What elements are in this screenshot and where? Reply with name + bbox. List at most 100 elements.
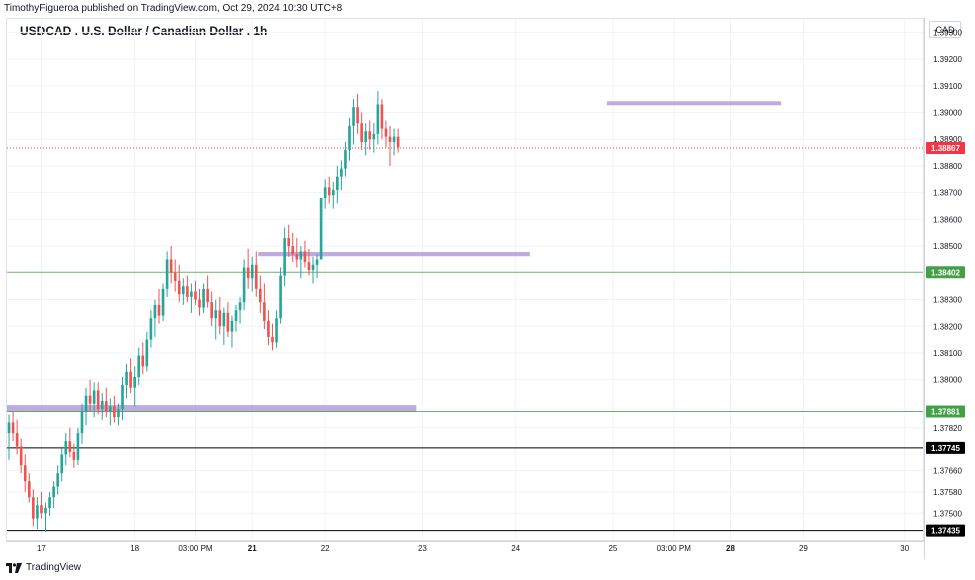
candle-body xyxy=(307,262,311,271)
price-tag xyxy=(926,266,965,279)
candle-body xyxy=(230,320,234,332)
candle-body xyxy=(129,371,132,388)
price-tag-label: 1.37881 xyxy=(931,407,960,416)
candle-body xyxy=(68,441,72,452)
price-tag-label: 1.37435 xyxy=(931,527,960,536)
price-tick-label: 1.38600 xyxy=(933,215,962,224)
candle-body xyxy=(100,401,104,410)
candle-body xyxy=(246,267,250,279)
resistance-zone[interactable] xyxy=(606,101,782,106)
brand-name: TradingView xyxy=(26,562,82,573)
price-tick-label: 1.39300 xyxy=(933,28,962,37)
candle-body xyxy=(56,473,59,487)
candle-body xyxy=(173,272,177,281)
candle-body xyxy=(319,198,323,260)
candle-body xyxy=(234,310,238,321)
candle-body xyxy=(388,136,392,142)
candle-body xyxy=(218,310,222,327)
currency-button[interactable]: CAD xyxy=(929,21,961,38)
candle-body xyxy=(360,123,363,142)
candle-body xyxy=(96,390,100,410)
candle-body xyxy=(194,291,197,300)
published-by-text: TimothyFigueroa published on TradingView… xyxy=(4,3,343,14)
candle-body xyxy=(315,259,319,265)
candle-body xyxy=(125,371,128,386)
candle-body xyxy=(368,131,372,140)
candle-body xyxy=(165,259,169,289)
time-tick-label: 17 xyxy=(37,544,46,553)
candle-body xyxy=(372,133,376,140)
price-tick-label: 1.37500 xyxy=(933,509,962,518)
time-tick-label: 25 xyxy=(608,544,617,553)
candle-body xyxy=(380,104,384,129)
candle-body xyxy=(157,304,161,316)
candle-body xyxy=(161,288,165,316)
candle-body xyxy=(7,422,11,434)
candle-body xyxy=(222,312,226,327)
resistance-zone[interactable] xyxy=(7,405,417,412)
candle-body xyxy=(287,238,291,247)
candle-body xyxy=(376,104,380,134)
candle-body xyxy=(344,149,347,169)
candle-body xyxy=(40,505,43,514)
candle-body xyxy=(104,401,108,412)
candle-body xyxy=(15,433,19,447)
price-tag-label: 1.37745 xyxy=(931,444,960,453)
candle-body xyxy=(149,318,153,340)
plot-area[interactable] xyxy=(6,18,924,541)
time-tick-label: 18 xyxy=(130,544,139,553)
price-tick-label: 1.37580 xyxy=(933,488,962,497)
candle-body xyxy=(352,107,355,126)
time-tick-label: 03:00 PM xyxy=(657,544,692,553)
price-tick-label: 1.39000 xyxy=(933,109,962,118)
candle-body xyxy=(271,336,274,343)
candle-body xyxy=(259,288,262,303)
candle-body xyxy=(109,406,112,412)
price-tick-label: 1.37660 xyxy=(933,467,962,476)
tradingview-logo-icon xyxy=(6,562,22,573)
time-tick-label: 21 xyxy=(248,544,257,553)
candle-body xyxy=(364,131,368,142)
candle-body xyxy=(72,451,76,460)
price-tag xyxy=(926,405,965,418)
candle-body xyxy=(117,409,120,418)
price-tag-label: 1.38867 xyxy=(931,144,960,153)
candle-body xyxy=(137,355,141,378)
candle-body xyxy=(11,422,15,434)
candle-body xyxy=(36,505,39,519)
candle-body xyxy=(169,259,173,273)
candle-body xyxy=(250,264,254,279)
candle-body xyxy=(303,251,307,263)
candle-body xyxy=(153,304,157,319)
candle-body xyxy=(210,302,213,319)
candle-body xyxy=(48,497,51,508)
candle-body xyxy=(27,481,31,498)
time-tick-label: 03:00 PM xyxy=(178,544,213,553)
candle-body xyxy=(84,395,88,412)
candle-body xyxy=(181,286,185,295)
footer: TradingView xyxy=(6,562,81,573)
time-tick-label: 22 xyxy=(321,544,330,553)
candle-body xyxy=(190,291,193,297)
candle-body xyxy=(263,302,266,321)
candle-body xyxy=(275,318,278,343)
price-tick-label: 1.38100 xyxy=(933,349,962,358)
price-tag xyxy=(926,441,965,454)
candle-body xyxy=(23,465,27,482)
candle-body xyxy=(311,264,315,271)
candle-body xyxy=(384,128,388,137)
candle-body xyxy=(141,355,145,367)
chart-title: USDCAD . U.S. Dollar / Canadian Dollar .… xyxy=(20,24,268,38)
resistance-zone[interactable] xyxy=(258,251,530,257)
price-axis-divider xyxy=(924,18,925,559)
price-tick-label: 1.38500 xyxy=(933,242,962,251)
time-tick-label: 29 xyxy=(799,544,808,553)
candle-body xyxy=(145,339,149,367)
candle-body xyxy=(396,136,400,148)
candle-body xyxy=(356,107,359,124)
candle-body xyxy=(323,187,327,199)
candle-body xyxy=(19,446,23,466)
candle-body xyxy=(202,288,205,308)
candle-body xyxy=(214,310,218,319)
